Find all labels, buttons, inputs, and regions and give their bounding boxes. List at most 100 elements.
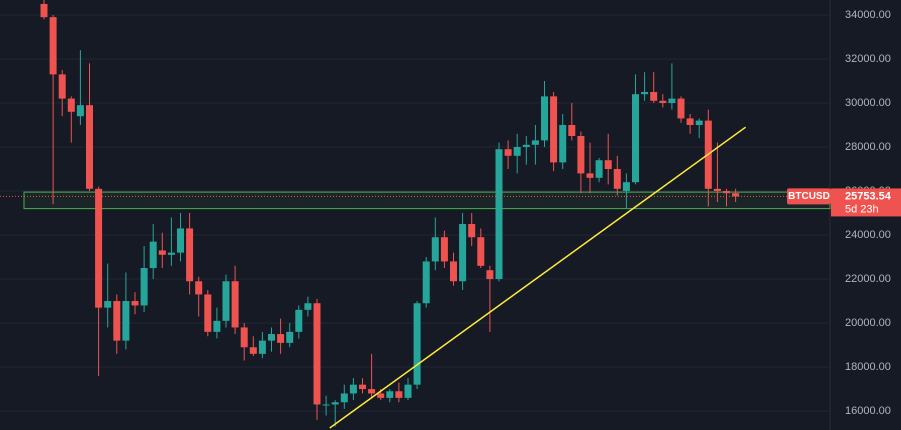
candle-body: [659, 100, 667, 103]
y-tick-label: 34000.00: [845, 9, 891, 21]
y-tick-label: 22000.00: [845, 273, 891, 285]
candle-body: [49, 17, 57, 75]
y-tick-label: 30000.00: [845, 97, 891, 109]
candle-body: [377, 393, 385, 398]
candle-body: [86, 105, 93, 189]
candle-body: [195, 281, 203, 295]
candle-body: [277, 334, 285, 343]
candle-body: [286, 331, 294, 343]
candle-body: [495, 149, 503, 280]
trendline: [329, 126, 747, 429]
candle-body: [604, 160, 612, 170]
candle-body: [213, 320, 221, 332]
candle-body: [713, 188, 721, 192]
candle-body: [450, 261, 457, 282]
candle-body: [322, 404, 330, 406]
candle-body: [577, 135, 585, 174]
candle-body: [58, 74, 66, 99]
candle-body: [568, 124, 576, 136]
candle-body: [650, 91, 658, 101]
price-tag: [831, 188, 901, 217]
countdown: 5d 23h: [845, 203, 879, 215]
candle-body: [531, 140, 539, 145]
candle-body: [586, 173, 594, 178]
candle-body: [258, 340, 266, 354]
candle-body: [732, 193, 740, 197]
y-tick-label: 20000.00: [845, 317, 891, 329]
candle-body: [122, 301, 130, 341]
candle-body: [295, 309, 303, 332]
candle-body: [459, 224, 467, 282]
candle-body: [613, 169, 621, 189]
candle-body: [67, 98, 75, 112]
candle-body: [313, 303, 321, 405]
candle-body: [177, 228, 184, 253]
candle-body: [368, 389, 376, 394]
symbol: BTCUSD: [788, 191, 830, 202]
candle-body: [404, 384, 412, 398]
candle-body: [477, 237, 485, 266]
candle-body: [222, 281, 230, 321]
grid: [0, 14, 830, 412]
candle-body: [486, 270, 494, 280]
candle-body: [186, 228, 194, 282]
y-tick-label: 28000.00: [845, 141, 891, 153]
support-zone: [23, 191, 831, 210]
candle-body: [622, 182, 630, 192]
candle-body: [95, 188, 103, 308]
candle-body: [686, 118, 694, 125]
candle-body: [695, 120, 703, 125]
candle-body: [386, 391, 394, 398]
candle-body: [513, 147, 521, 156]
candle-body: [240, 327, 248, 348]
candle-body: [76, 105, 84, 117]
candle-body: [231, 281, 239, 328]
candle-body: [149, 241, 157, 269]
candle-body: [140, 268, 148, 306]
candle-body: [131, 301, 139, 306]
candle-body: [550, 96, 558, 163]
candle-body: [104, 301, 112, 308]
y-tick-label: 24000.00: [845, 229, 891, 241]
y-tick-label: 18000.00: [845, 361, 891, 373]
candle-body: [468, 224, 476, 238]
drawings: [0, 126, 830, 429]
candle-body: [395, 391, 403, 398]
y-tick-label: 32000.00: [845, 53, 891, 65]
candle-body: [641, 91, 649, 95]
candle-body: [559, 124, 567, 163]
price-value: 25753.54: [845, 190, 892, 202]
candle-body: [504, 149, 512, 156]
y-tick-label: 16000.00: [845, 405, 891, 417]
candle-body: [331, 402, 339, 405]
candle-body: [431, 237, 439, 262]
candle-body: [677, 98, 685, 119]
candle-body: [413, 303, 421, 385]
candle-body: [304, 303, 312, 310]
candle-body: [204, 294, 212, 332]
candle-body: [440, 237, 448, 262]
candle-body: [422, 261, 430, 304]
candle-body: [668, 98, 676, 103]
candle-body: [349, 384, 357, 394]
candle-body: [541, 96, 548, 141]
candle-body: [113, 301, 121, 341]
symbol-tag: [787, 188, 831, 205]
candle-body: [340, 393, 348, 403]
candle-body: [723, 191, 730, 194]
candle-body: [268, 334, 275, 341]
candle-body: [522, 144, 530, 148]
candle-body: [167, 252, 175, 255]
zone-layer: [23, 191, 831, 210]
candle-body: [595, 160, 603, 178]
candle-body: [359, 384, 366, 390]
price-axis: 16000.00 18000.00 20000.00 22000.00 24000.00…: [845, 9, 891, 417]
candle-body: [158, 250, 166, 255]
candle-body: [249, 347, 257, 354]
candle-body: [632, 94, 639, 183]
candle-body: [40, 3, 48, 18]
